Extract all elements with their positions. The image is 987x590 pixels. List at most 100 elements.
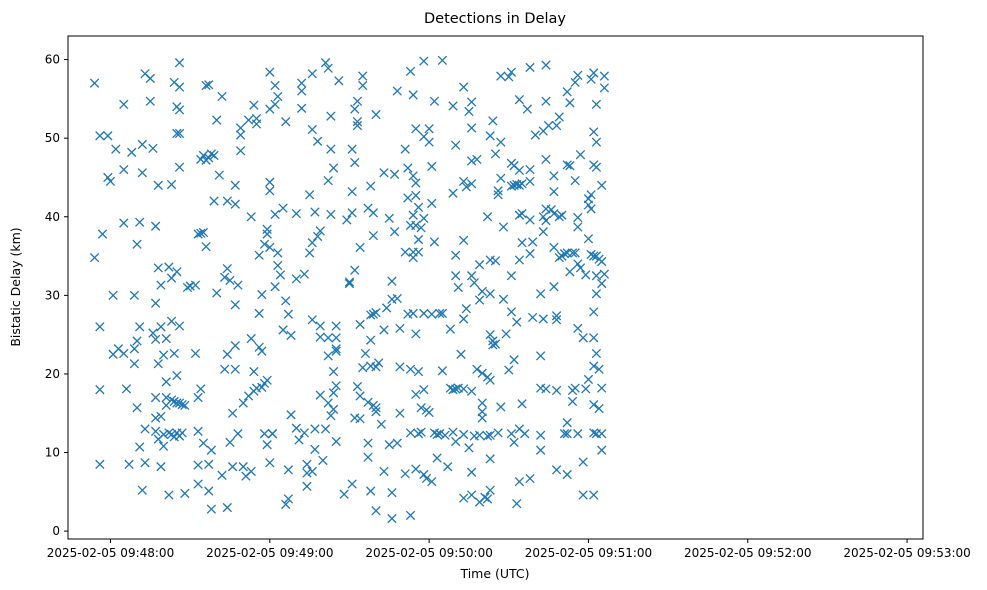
data-point-marker xyxy=(517,399,527,409)
data-point-marker xyxy=(403,193,413,203)
data-point-marker xyxy=(169,348,179,359)
data-point-marker xyxy=(129,359,140,369)
data-point-marker xyxy=(214,170,225,180)
data-point-marker xyxy=(589,307,599,317)
data-point-marker xyxy=(554,212,564,222)
data-point-marker xyxy=(562,469,572,480)
data-point-marker xyxy=(573,222,583,232)
data-point-marker xyxy=(411,329,421,339)
data-point-marker xyxy=(435,429,445,439)
data-point-marker xyxy=(328,163,339,173)
data-point-marker xyxy=(161,333,171,344)
data-point-marker xyxy=(541,384,551,394)
data-point-marker xyxy=(498,294,509,304)
data-point-marker xyxy=(302,468,312,478)
data-point-marker xyxy=(554,252,564,263)
data-point-marker xyxy=(323,175,333,186)
data-point-marker xyxy=(477,286,487,297)
data-point-marker xyxy=(464,106,474,117)
data-point-marker xyxy=(506,429,517,439)
data-point-marker xyxy=(254,250,264,260)
data-point-marker xyxy=(578,333,588,343)
data-point-marker xyxy=(366,310,376,320)
data-point-marker xyxy=(591,348,602,359)
y-tick-label: 20 xyxy=(45,367,60,381)
data-point-marker xyxy=(204,486,214,496)
data-point-marker xyxy=(586,190,596,200)
data-point-marker xyxy=(251,119,262,129)
data-point-marker xyxy=(273,260,283,271)
x-tick-label: 2025-02-05 09:50:00 xyxy=(365,546,492,560)
data-point-marker xyxy=(509,437,519,447)
data-point-marker xyxy=(318,455,328,466)
data-point-marker xyxy=(493,190,503,200)
data-point-marker xyxy=(235,123,246,133)
data-point-marker xyxy=(599,71,610,81)
data-point-marker xyxy=(517,238,527,248)
data-point-marker xyxy=(148,143,158,154)
data-point-marker xyxy=(384,213,394,223)
data-point-marker xyxy=(589,333,599,343)
data-point-marker xyxy=(413,366,424,377)
data-point-marker xyxy=(331,333,341,343)
data-point-marker xyxy=(174,82,185,92)
x-tick-label: 2025-02-05 09:53:00 xyxy=(843,546,970,560)
data-point-marker xyxy=(376,419,386,429)
data-point-marker xyxy=(437,366,448,376)
data-point-marker xyxy=(535,445,546,455)
data-point-marker xyxy=(565,98,575,108)
data-point-marker xyxy=(270,80,280,91)
data-point-marker xyxy=(262,375,272,385)
data-point-marker xyxy=(411,464,421,474)
data-point-marker xyxy=(424,137,434,147)
data-point-marker xyxy=(427,476,437,487)
data-point-marker xyxy=(201,80,211,91)
data-point-marker xyxy=(366,335,376,345)
data-point-marker xyxy=(222,196,232,206)
data-point-marker xyxy=(525,215,535,225)
data-point-marker xyxy=(535,289,546,299)
data-point-marker xyxy=(575,263,586,273)
data-point-marker xyxy=(140,424,150,434)
data-point-marker xyxy=(259,239,270,249)
data-point-marker xyxy=(488,116,498,126)
x-tick-label: 2025-02-05 09:49:00 xyxy=(206,546,333,560)
data-point-marker xyxy=(528,237,538,247)
data-point-marker xyxy=(315,226,325,236)
data-point-marker xyxy=(413,234,424,245)
data-point-marker xyxy=(496,71,506,81)
data-point-marker xyxy=(392,293,402,304)
data-point-marker xyxy=(466,490,477,500)
data-point-marker xyxy=(209,150,219,161)
data-point-marker xyxy=(352,96,363,106)
data-point-marker xyxy=(307,315,317,325)
data-point-marker xyxy=(238,398,248,408)
data-point-marker xyxy=(461,182,471,192)
data-point-marker xyxy=(549,186,559,197)
data-point-marker xyxy=(265,458,275,468)
data-point-marker xyxy=(198,227,209,238)
data-point-marker xyxy=(490,149,501,159)
data-point-marker xyxy=(448,188,458,198)
data-point-marker xyxy=(111,144,121,154)
data-point-marker xyxy=(265,67,275,77)
data-point-marker xyxy=(440,430,450,440)
data-point-marker xyxy=(480,492,490,503)
data-point-marker xyxy=(89,78,100,88)
data-point-marker xyxy=(350,104,360,114)
data-point-marker xyxy=(164,262,174,272)
data-point-marker xyxy=(198,438,209,448)
data-point-marker xyxy=(591,271,602,281)
data-point-marker xyxy=(413,202,424,212)
y-axis-ticks: 0 10 20 30 40 50 60 xyxy=(45,53,68,538)
data-point-marker xyxy=(496,402,506,412)
data-point-marker xyxy=(320,424,331,434)
data-point-marker xyxy=(254,342,264,352)
data-point-marker xyxy=(121,384,132,394)
data-point-marker xyxy=(427,309,437,319)
data-point-marker xyxy=(448,385,458,395)
data-point-marker xyxy=(597,445,607,455)
data-point-marker xyxy=(137,168,148,178)
data-point-marker xyxy=(212,288,222,298)
data-point-marker xyxy=(193,460,203,470)
